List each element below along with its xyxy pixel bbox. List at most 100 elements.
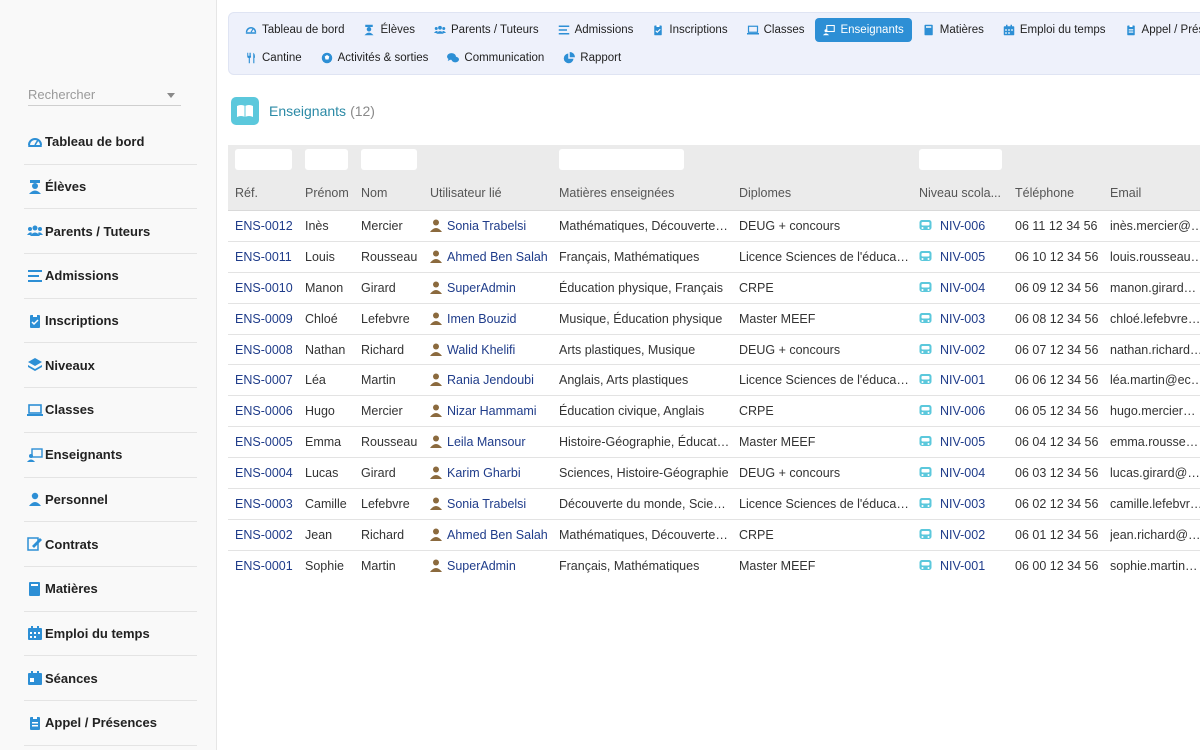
sidebar-item-contrats[interactable]: Contrats xyxy=(24,522,197,567)
level-link[interactable]: NIV-003 xyxy=(940,497,986,512)
table-row[interactable]: ENS-0008 Nathan Richard Walid Khelifi Arts p… xyxy=(228,335,1200,366)
teacher-ref-link[interactable]: ENS-0010 xyxy=(235,280,293,295)
nav-tab-cantine[interactable]: Cantine xyxy=(237,46,310,70)
nav-tab-rapport[interactable]: Rapport xyxy=(555,46,629,70)
column-header[interactable]: Diplomes xyxy=(739,186,792,200)
table-row[interactable]: ENS-0002 Jean Richard Ahmed Ben Salah Mathém… xyxy=(228,520,1200,551)
linked-user-link[interactable]: SuperAdmin xyxy=(447,558,516,573)
filter-lastname-input[interactable] xyxy=(361,149,417,170)
column-header[interactable]: Matières enseignées xyxy=(559,186,675,200)
teacher-ref-link[interactable]: ENS-0005 xyxy=(235,435,293,450)
column-header[interactable]: Niveau scola... xyxy=(919,186,1001,200)
linked-user-link[interactable]: Imen Bouzid xyxy=(447,311,517,326)
nav-tab-activites-sorties[interactable]: Activités & sorties xyxy=(313,46,437,70)
table-row[interactable]: ENS-0009 Chloé Lefebvre Imen Bouzid Musique,… xyxy=(228,304,1200,335)
linked-user-link[interactable]: SuperAdmin xyxy=(447,280,516,295)
teacher-ref-link[interactable]: ENS-0002 xyxy=(235,527,293,542)
table-row[interactable]: ENS-0011 Louis Rousseau Ahmed Ben Salah Fran… xyxy=(228,242,1200,273)
nav-tab-parents-tuteurs[interactable]: Parents / Tuteurs xyxy=(426,18,547,42)
sidebar-item-label: Matières xyxy=(45,581,98,597)
level-link[interactable]: NIV-001 xyxy=(940,373,986,388)
teacher-ref-link[interactable]: ENS-0003 xyxy=(235,497,293,512)
level-link[interactable]: NIV-006 xyxy=(940,219,986,233)
nav-tab-emploi-du-temps[interactable]: Emploi du temps xyxy=(995,18,1114,42)
teacher-ref-link[interactable]: ENS-0006 xyxy=(235,404,293,419)
linked-user-link[interactable]: Ahmed Ben Salah xyxy=(447,249,548,264)
sidebar-item-label: Inscriptions xyxy=(45,313,119,329)
linked-user-link[interactable]: Walid Khelifi xyxy=(447,342,516,357)
linked-user-link[interactable]: Nizar Hammami xyxy=(447,404,537,419)
sidebar-item-tableau-de-bord[interactable]: Tableau de bord xyxy=(24,120,197,165)
nav-tab-classes[interactable]: Classes xyxy=(739,18,813,42)
linked-user-link[interactable]: Sonia Trabelsi xyxy=(447,497,527,512)
sidebar-item-parents-tuteurs[interactable]: Parents / Tuteurs xyxy=(24,209,197,255)
linked-user-link[interactable]: Rania Jendoubi xyxy=(447,373,534,388)
sidebar-item-matieres[interactable]: Matières xyxy=(24,567,197,612)
table-row[interactable]: ENS-0004 Lucas Girard Karim Gharbi Sciences,… xyxy=(228,458,1200,490)
clipboard-icon xyxy=(27,313,43,329)
level-link[interactable]: NIV-001 xyxy=(940,558,986,573)
sidebar-item-seances[interactable]: Séances xyxy=(24,656,197,701)
filter-level-input[interactable] xyxy=(919,149,1002,170)
nav-tab-communication[interactable]: Communication xyxy=(439,46,552,70)
nav-tab-appel-presences[interactable]: Appel / Présences xyxy=(1117,18,1200,42)
column-header[interactable]: Téléphone xyxy=(1015,186,1075,200)
nav-tab-admissions[interactable]: Admissions xyxy=(550,18,642,42)
column-header[interactable]: Utilisateur lié xyxy=(430,186,502,200)
teacher-ref-link[interactable]: ENS-0012 xyxy=(235,219,293,233)
sidebar-item-admissions[interactable]: Admissions xyxy=(24,254,197,299)
nav-tab-eleves[interactable]: Élèves xyxy=(355,18,423,42)
table-row[interactable]: ENS-0007 Léa Martin Rania Jendoubi Anglais, … xyxy=(228,365,1200,397)
teacher-ref-link[interactable]: ENS-0007 xyxy=(235,373,293,388)
level-link[interactable]: NIV-006 xyxy=(940,404,986,419)
sidebar-item-personnel[interactable]: Personnel xyxy=(24,478,197,523)
teacher-ref-link[interactable]: ENS-0011 xyxy=(235,249,292,264)
table-row[interactable]: ENS-0012 Inès Mercier Sonia Trabelsi Mathéma… xyxy=(228,211,1200,242)
level-link[interactable]: NIV-004 xyxy=(940,280,986,295)
filter-firstname-input[interactable] xyxy=(305,149,348,170)
level-link[interactable]: NIV-002 xyxy=(940,342,986,357)
level-link[interactable]: NIV-002 xyxy=(940,527,986,542)
nav-tab-tableau-de-bord[interactable]: Tableau de bord xyxy=(237,18,352,42)
caret-down-icon[interactable] xyxy=(167,93,175,98)
filter-ref-input[interactable] xyxy=(235,149,292,170)
sidebar-item-classes[interactable]: Classes xyxy=(24,388,197,433)
linked-user-link[interactable]: Leila Mansour xyxy=(447,435,526,450)
table-row[interactable]: ENS-0003 Camille Lefebvre Sonia Trabelsi Déc… xyxy=(228,489,1200,520)
nav-tab-inscriptions[interactable]: Inscriptions xyxy=(644,18,735,42)
teacher-ref-link[interactable]: ENS-0001 xyxy=(235,558,293,573)
table-row[interactable]: ENS-0001 Sophie Martin SuperAdmin Français, … xyxy=(228,551,1200,581)
level-link[interactable]: NIV-003 xyxy=(940,311,986,326)
level-link[interactable]: NIV-005 xyxy=(940,249,986,264)
sidebar-item-niveaux[interactable]: Niveaux xyxy=(24,343,197,389)
calendar-icon xyxy=(27,625,43,641)
linked-user-link[interactable]: Ahmed Ben Salah xyxy=(447,527,548,542)
teacher-ref-link[interactable]: ENS-0009 xyxy=(235,311,293,326)
linked-user-link[interactable]: Karim Gharbi xyxy=(447,466,521,481)
column-header[interactable]: Email xyxy=(1110,186,1142,200)
linked-user-link[interactable]: Sonia Trabelsi xyxy=(447,219,527,233)
nav-tab-matieres[interactable]: Matières xyxy=(915,18,992,42)
table-row[interactable]: ENS-0010 Manon Girard SuperAdmin Éducation p… xyxy=(228,273,1200,304)
nav-tab-enseignants[interactable]: Enseignants xyxy=(815,18,912,42)
top-nav-row-2: Cantine Activités & sorties Communication R… xyxy=(237,46,632,70)
table-row[interactable]: ENS-0006 Hugo Mercier Nizar Hammami Éducatio… xyxy=(228,396,1200,428)
linked-user-cell: Nizar Hammami xyxy=(430,396,555,426)
level-link[interactable]: NIV-004 xyxy=(940,466,986,481)
level-link[interactable]: NIV-005 xyxy=(940,435,986,450)
sidebar-item-inscriptions[interactable]: Inscriptions xyxy=(24,299,197,344)
column-header[interactable]: Prénom xyxy=(305,186,349,200)
sidebar-item-emploi-du-temps[interactable]: Emploi du temps xyxy=(24,612,197,657)
table-row[interactable]: ENS-0005 Emma Rousseau Leila Mansour Histoir… xyxy=(228,427,1200,459)
utensils-icon xyxy=(245,52,257,64)
calendar-day-icon xyxy=(27,670,43,686)
sidebar-item-appel-presences[interactable]: Appel / Présences xyxy=(24,701,197,746)
search-select[interactable]: Rechercher xyxy=(28,86,181,106)
column-header[interactable]: Réf. xyxy=(235,186,258,200)
sidebar-item-enseignants[interactable]: Enseignants xyxy=(24,433,197,478)
teacher-ref-link[interactable]: ENS-0004 xyxy=(235,466,293,481)
column-header[interactable]: Nom xyxy=(361,186,388,200)
teacher-ref-link[interactable]: ENS-0008 xyxy=(235,342,293,357)
sidebar-item-eleves[interactable]: Élèves xyxy=(24,165,197,210)
filter-subjects-input[interactable] xyxy=(559,149,684,170)
